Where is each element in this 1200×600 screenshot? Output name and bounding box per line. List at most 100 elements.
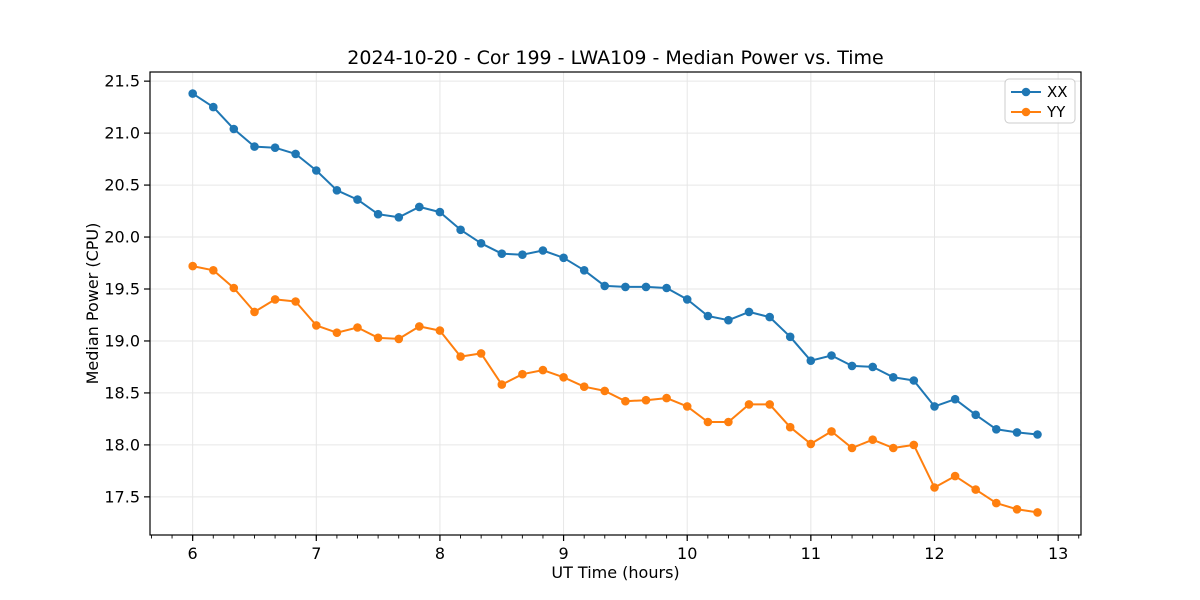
data-point-yy: [353, 323, 362, 332]
data-point-xx: [291, 149, 300, 159]
data-point-yy: [621, 396, 630, 406]
data-point-xx: [559, 253, 568, 263]
data-series: [188, 89, 1042, 517]
data-point-xx: [744, 307, 754, 317]
x-tick-label: 7: [311, 544, 321, 563]
data-point-yy: [765, 400, 774, 409]
data-point-yy: [847, 443, 857, 453]
data-point-yy: [992, 498, 1001, 508]
data-point-xx: [868, 362, 877, 372]
data-point-xx: [209, 102, 218, 112]
data-point-yy: [662, 393, 671, 403]
data-point-xx: [992, 425, 1001, 434]
legend: XX YY: [1004, 78, 1076, 124]
y-tick-label: 19.5: [104, 280, 140, 299]
data-point-yy: [950, 471, 960, 481]
data-point-xx: [579, 266, 589, 275]
y-axis-label: Median Power (CPU): [83, 223, 102, 385]
tick-labels: 6 7 8 9 10 11 12 13 17.5 18.0 18.5 19.0 19.5 20.0 20.5…: [104, 72, 1068, 563]
data-point-yy: [456, 352, 465, 361]
data-point-yy: [600, 386, 609, 396]
y-tick-label: 18.0: [104, 435, 140, 454]
x-tick-label: 11: [801, 544, 821, 563]
data-point-yy: [971, 485, 980, 494]
data-point-yy: [394, 334, 404, 344]
x-tick-label: 8: [435, 544, 445, 563]
data-point-yy: [909, 440, 919, 450]
data-point-xx: [703, 311, 713, 321]
data-point-yy: [682, 402, 692, 411]
data-point-yy: [889, 443, 898, 453]
data-point-xx: [476, 239, 486, 248]
plot-border: [149, 71, 1082, 536]
y-tick-label: 20.5: [104, 176, 140, 195]
data-point-yy: [435, 326, 445, 335]
x-tick-label: 6: [188, 544, 198, 563]
y-tick-label: 17.5: [104, 487, 140, 506]
data-point-xx: [270, 143, 280, 152]
x-tick-label: 13: [1048, 544, 1068, 563]
data-point-xx: [806, 356, 816, 366]
data-point-yy: [270, 295, 280, 304]
data-point-yy: [209, 266, 218, 275]
data-point-yy: [806, 439, 816, 449]
data-point-yy: [229, 283, 239, 293]
data-point-xx: [930, 402, 939, 411]
x-tick-label: 12: [924, 544, 944, 563]
series-line-yy: [192, 265, 1038, 514]
data-point-xx: [971, 410, 980, 420]
data-point-yy: [476, 349, 486, 358]
data-point-xx: [435, 207, 445, 217]
data-point-xx: [332, 186, 342, 195]
data-point-yy: [641, 395, 651, 405]
x-tick-label: 10: [677, 544, 697, 563]
data-point-xx: [765, 312, 774, 322]
data-point-yy: [785, 422, 795, 432]
data-point-xx: [456, 225, 465, 235]
data-point-yy: [703, 417, 713, 427]
data-point-xx: [373, 209, 383, 219]
data-point-xx: [950, 394, 960, 404]
data-point-yy: [930, 483, 939, 492]
data-point-xx: [641, 282, 651, 292]
data-point-yy: [538, 365, 548, 375]
legend-marker-yy: [1021, 107, 1031, 117]
data-point-yy: [744, 400, 754, 409]
data-point-xx: [682, 295, 692, 304]
data-point-xx: [394, 213, 404, 222]
chart-title: 2024-10-20 - Cor 199 - LWA109 - Median P…: [347, 47, 883, 69]
axes: [144, 71, 1082, 541]
data-point-xx: [889, 373, 898, 382]
data-point-xx: [497, 249, 507, 258]
y-tick-label: 18.5: [104, 383, 140, 402]
legend-marker-xx: [1021, 87, 1031, 97]
data-point-xx: [909, 376, 919, 385]
data-point-xx: [229, 124, 239, 134]
data-point-xx: [785, 332, 795, 342]
data-point-xx: [1012, 428, 1022, 437]
y-tick-label: 20.0: [104, 228, 140, 247]
data-point-xx: [1033, 430, 1042, 439]
x-tick-label: 9: [558, 544, 568, 563]
data-point-yy: [497, 380, 507, 389]
legend-label-yy: YY: [1046, 103, 1066, 121]
legend-label-xx: XX: [1047, 83, 1068, 101]
y-tick-label: 21.0: [104, 124, 140, 143]
data-point-yy: [312, 321, 321, 330]
data-point-xx: [621, 282, 630, 292]
data-point-xx: [827, 351, 836, 360]
data-point-xx: [538, 246, 548, 255]
data-point-yy: [332, 328, 342, 338]
data-point-xx: [250, 142, 259, 151]
data-point-xx: [662, 283, 671, 293]
data-point-xx: [353, 195, 362, 204]
data-point-xx: [188, 89, 197, 98]
data-point-xx: [415, 202, 424, 212]
data-point-yy: [1033, 508, 1042, 517]
data-point-yy: [291, 297, 300, 306]
data-point-yy: [868, 435, 877, 445]
data-point-xx: [312, 166, 321, 175]
y-tick-label: 21.5: [104, 72, 140, 91]
